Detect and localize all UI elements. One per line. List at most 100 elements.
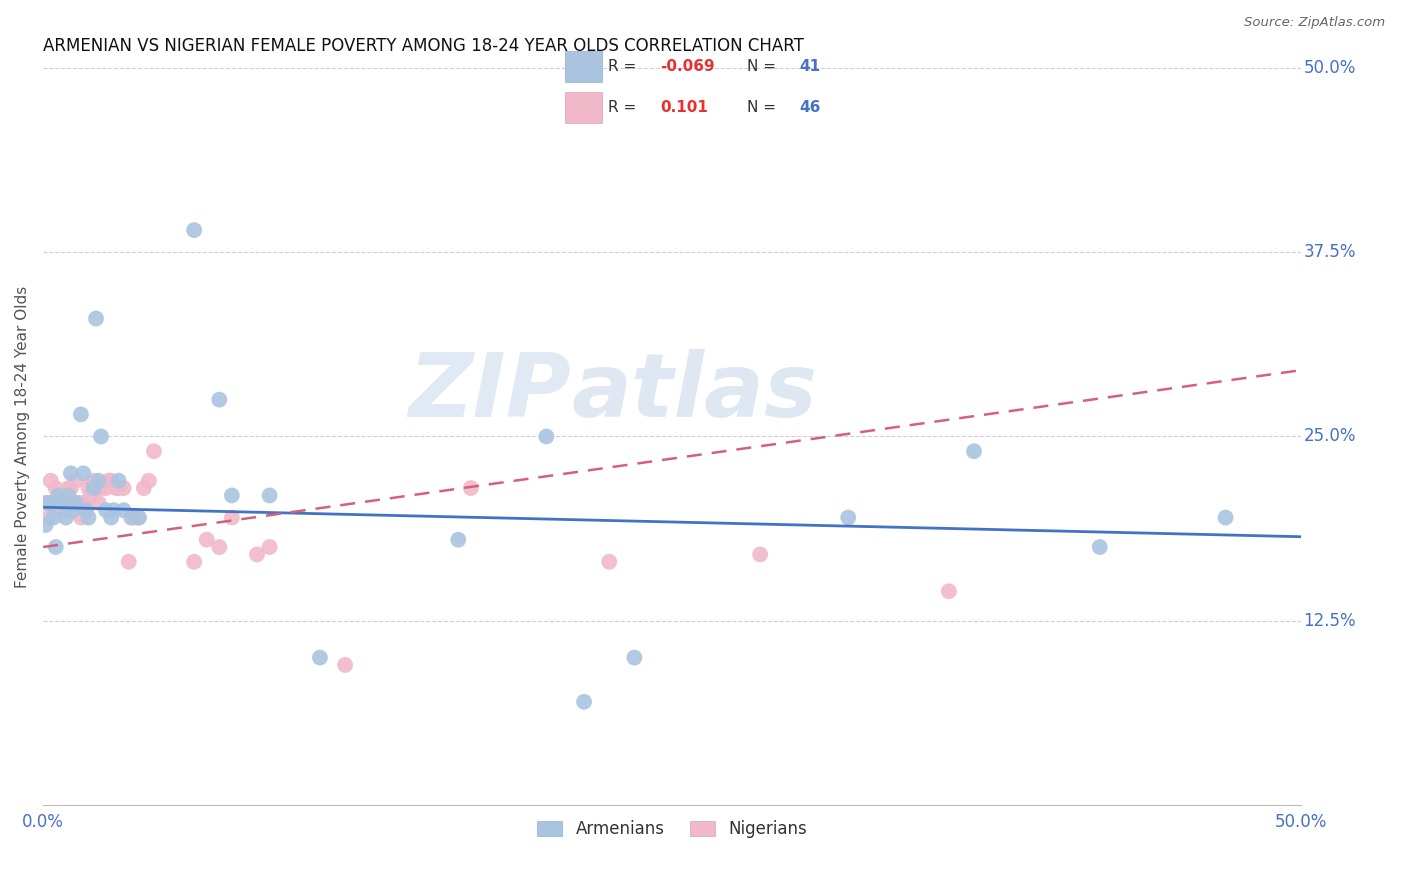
Point xyxy=(97,474,120,488)
Point xyxy=(46,488,69,502)
Point xyxy=(112,503,135,517)
Point xyxy=(75,503,97,517)
Point xyxy=(55,510,77,524)
Point xyxy=(105,481,128,495)
Point xyxy=(58,481,80,495)
Point xyxy=(62,503,84,517)
Point xyxy=(118,555,141,569)
Text: 50.0%: 50.0% xyxy=(1303,59,1355,77)
Text: Source: ZipAtlas.com: Source: ZipAtlas.com xyxy=(1244,16,1385,29)
Point xyxy=(87,496,110,510)
Point xyxy=(49,503,72,517)
Point xyxy=(623,650,645,665)
Point xyxy=(55,503,77,517)
Point xyxy=(37,510,59,524)
Point xyxy=(49,496,72,510)
Point xyxy=(77,481,100,495)
Point xyxy=(120,510,142,524)
Text: R =: R = xyxy=(607,59,641,74)
Point xyxy=(52,496,75,510)
Text: ARMENIAN VS NIGERIAN FEMALE POVERTY AMONG 18-24 YEAR OLDS CORRELATION CHART: ARMENIAN VS NIGERIAN FEMALE POVERTY AMON… xyxy=(44,37,804,55)
Point xyxy=(39,496,62,510)
Point xyxy=(259,488,281,502)
Point xyxy=(246,548,269,562)
Point xyxy=(132,481,155,495)
Point xyxy=(87,474,110,488)
Point xyxy=(35,496,58,510)
Point xyxy=(90,481,112,495)
Point xyxy=(58,488,80,502)
Point xyxy=(107,481,129,495)
Point xyxy=(72,496,94,510)
Legend: Armenians, Nigerians: Armenians, Nigerians xyxy=(530,814,814,845)
Text: N =: N = xyxy=(747,100,780,115)
Point xyxy=(70,408,93,422)
Point xyxy=(46,488,69,502)
Point xyxy=(1215,510,1237,524)
Point xyxy=(42,496,65,510)
Point xyxy=(94,503,117,517)
Point xyxy=(80,488,103,502)
Text: -0.069: -0.069 xyxy=(661,59,716,74)
Point xyxy=(128,510,150,524)
Point xyxy=(749,548,772,562)
FancyBboxPatch shape xyxy=(565,92,602,122)
Point xyxy=(65,474,87,488)
Point xyxy=(94,481,117,495)
Text: 37.5%: 37.5% xyxy=(1303,244,1355,261)
Point xyxy=(100,510,122,524)
Point xyxy=(83,474,105,488)
Point xyxy=(138,474,160,488)
Point xyxy=(259,540,281,554)
Point xyxy=(1088,540,1111,554)
Point xyxy=(183,555,205,569)
Point xyxy=(963,444,986,458)
Point xyxy=(77,510,100,524)
Point xyxy=(221,488,243,502)
Point xyxy=(65,496,87,510)
Point xyxy=(59,481,82,495)
Text: 25.0%: 25.0% xyxy=(1303,427,1355,445)
Point xyxy=(128,510,150,524)
Point xyxy=(447,533,470,547)
Point xyxy=(67,496,90,510)
Point xyxy=(837,510,859,524)
Point xyxy=(103,503,125,517)
Point xyxy=(45,481,67,495)
Point xyxy=(84,481,107,495)
Point xyxy=(183,223,205,237)
Point xyxy=(460,481,482,495)
Point xyxy=(72,467,94,481)
Y-axis label: Female Poverty Among 18-24 Year Olds: Female Poverty Among 18-24 Year Olds xyxy=(15,285,30,588)
Point xyxy=(37,496,59,510)
Text: R =: R = xyxy=(607,100,641,115)
Point xyxy=(90,429,112,443)
Point xyxy=(84,311,107,326)
Text: ZIP: ZIP xyxy=(409,349,571,436)
Point xyxy=(333,657,356,672)
Point xyxy=(122,510,145,524)
Text: N =: N = xyxy=(747,59,780,74)
Text: 12.5%: 12.5% xyxy=(1303,612,1357,630)
Point xyxy=(208,392,231,407)
Point xyxy=(42,510,65,524)
Text: 41: 41 xyxy=(800,59,821,74)
Point xyxy=(45,540,67,554)
Point xyxy=(75,503,97,517)
Point xyxy=(52,488,75,502)
Point xyxy=(70,510,93,524)
Point xyxy=(195,533,218,547)
Point xyxy=(62,496,84,510)
Point xyxy=(83,481,105,495)
Point xyxy=(59,467,82,481)
Point xyxy=(142,444,165,458)
Text: 0.101: 0.101 xyxy=(661,100,709,115)
Point xyxy=(221,510,243,524)
Point xyxy=(208,540,231,554)
Point xyxy=(536,429,558,443)
Point xyxy=(938,584,960,599)
Text: 46: 46 xyxy=(800,100,821,115)
Point xyxy=(35,517,58,532)
Point xyxy=(112,481,135,495)
Point xyxy=(572,695,595,709)
